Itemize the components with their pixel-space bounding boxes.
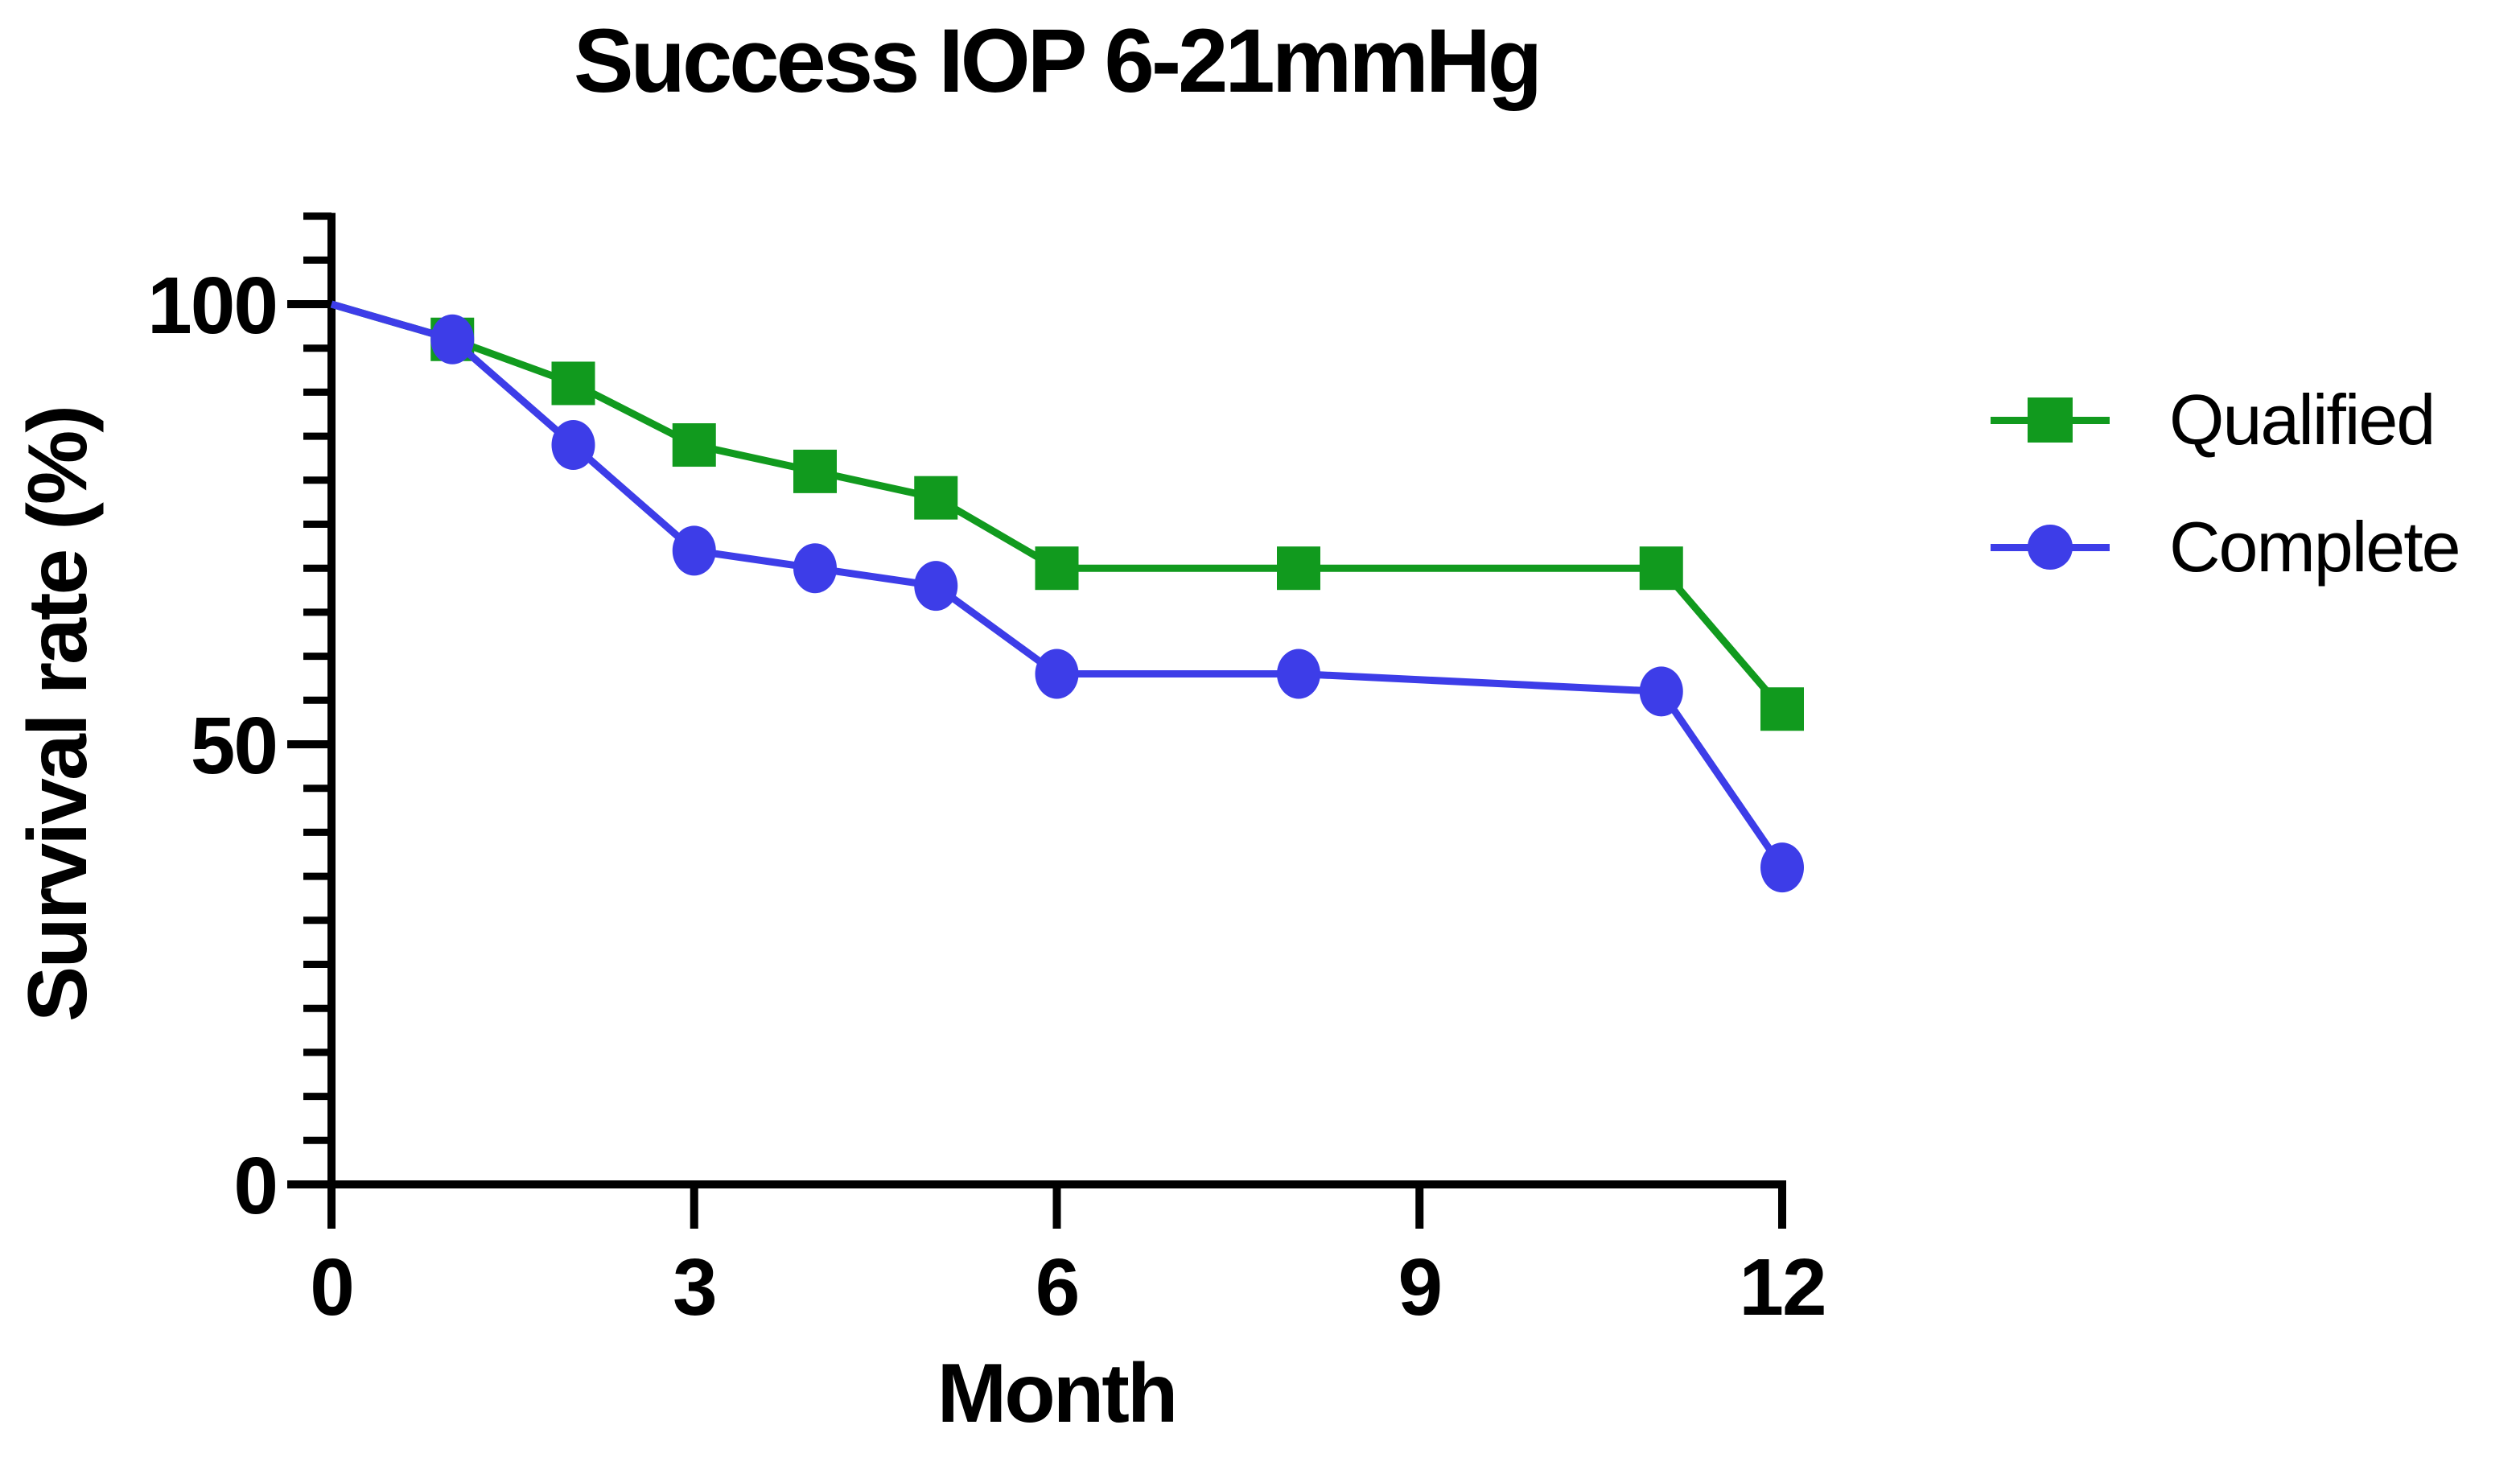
y-tick-label-100: 100 bbox=[147, 261, 277, 351]
marker-complete-m3 bbox=[672, 525, 716, 576]
marker-complete-m2 bbox=[551, 420, 595, 471]
marker-qualified-m5 bbox=[914, 476, 958, 520]
x-tick-label-0: 0 bbox=[310, 1242, 353, 1332]
marker-qualified-m6 bbox=[1035, 546, 1079, 591]
legend-swatch-complete bbox=[2028, 525, 2073, 570]
marker-complete-m6 bbox=[1035, 649, 1079, 699]
marker-qualified-m12 bbox=[1760, 687, 1804, 731]
marker-complete-m5 bbox=[914, 561, 958, 612]
marker-complete-m11 bbox=[1639, 666, 1683, 717]
legend-item-complete: Complete bbox=[1991, 507, 2461, 587]
legend: Qualified Complete bbox=[1991, 385, 2461, 587]
y-axis-title: Survival rate (%) bbox=[11, 407, 105, 1022]
marker-complete-m12 bbox=[1760, 842, 1804, 893]
marker-complete-m4 bbox=[793, 543, 837, 594]
marker-qualified-m4 bbox=[793, 449, 837, 493]
x-tick-label-6: 6 bbox=[1036, 1242, 1079, 1332]
legend-item-qualified: Qualified bbox=[1991, 385, 2460, 455]
x-tick-label-3: 3 bbox=[673, 1242, 716, 1332]
y-tick-label-50: 50 bbox=[191, 701, 277, 791]
legend-label-qualified: Qualified bbox=[2169, 380, 2436, 459]
y-tick-label-0: 0 bbox=[233, 1141, 277, 1231]
x-tick-label-9: 9 bbox=[1398, 1242, 1441, 1332]
marker-complete-m8 bbox=[1277, 649, 1320, 699]
series-line-qualified bbox=[330, 300, 1785, 712]
x-axis-title: Month bbox=[937, 1347, 1179, 1440]
marker-complete-m1 bbox=[430, 314, 475, 364]
marker-qualified-m8 bbox=[1277, 546, 1320, 591]
complete-circle-marker-icon bbox=[1991, 512, 2110, 583]
legend-swatch-qualified bbox=[2028, 397, 2073, 443]
marker-qualified-m2 bbox=[551, 361, 595, 406]
chart-title: Success IOP 6-21mmHg bbox=[573, 10, 1542, 111]
qualified-square-marker-icon bbox=[1991, 385, 2110, 455]
x-tick-label-12: 12 bbox=[1739, 1242, 1825, 1332]
series-line-complete bbox=[330, 300, 1785, 870]
marker-qualified-m3 bbox=[672, 423, 716, 467]
legend-label-complete: Complete bbox=[2169, 507, 2461, 587]
marker-qualified-m11 bbox=[1639, 546, 1683, 591]
